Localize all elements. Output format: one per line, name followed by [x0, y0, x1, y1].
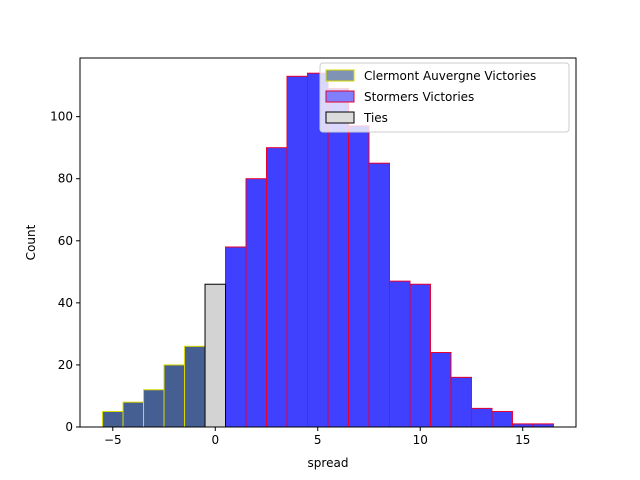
y-axis-label: Count	[24, 224, 38, 260]
legend: Clermont Auvergne Victories Stormers Vict…	[319, 62, 570, 133]
legend-label-clermont-auvergne-victories: Clermont Auvergne Victories	[364, 69, 536, 83]
bar-clermont-auvergne-victories-3	[163, 364, 186, 428]
legend-label-ties: Ties	[363, 111, 388, 125]
plot-frame	[79, 57, 577, 428]
bar-stormers-victories-11	[450, 376, 472, 428]
y-tick-label: 20	[58, 358, 73, 372]
x-axis-ticks: −5 0 5 10 15	[104, 427, 530, 447]
legend-swatch-ties	[325, 111, 355, 124]
bar-clermont-auvergne-victories-1	[122, 401, 145, 428]
x-tick-label: 10	[413, 433, 428, 447]
bar-stormers-victories-9	[409, 283, 431, 428]
bar-clermont-auvergne-victories-2	[143, 389, 165, 428]
bar-stormers-victories-5	[327, 88, 349, 428]
bar-stormers-victories-6	[347, 125, 370, 428]
bar-clermont-auvergne-victories-0	[102, 410, 124, 428]
x-axis-label: spread	[308, 456, 349, 470]
y-tick-label: 60	[58, 234, 73, 248]
bar-stormers-victories-7	[368, 162, 390, 428]
legend-swatch-clermont-auvergne-victories	[325, 69, 355, 82]
legend-label-stormers-victories: Stormers Victories	[364, 90, 474, 104]
bar-stormers-victories-8	[388, 280, 411, 428]
bar-stormers-victories-0	[225, 246, 247, 428]
bar-stormers-victories-2	[266, 147, 288, 428]
bar-stormers-victories-12	[470, 407, 493, 428]
bar-stormers-victories-13	[491, 410, 513, 428]
x-tick-label: 5	[314, 433, 322, 447]
legend-swatch-stormers-victories	[325, 90, 355, 103]
bar-ties-0	[204, 283, 227, 428]
x-tick-label: 15	[515, 433, 530, 447]
bar-stormers-victories-10	[429, 352, 452, 428]
x-tick-label: −5	[104, 433, 122, 447]
y-tick-label: 100	[50, 110, 73, 124]
x-tick-label: 0	[211, 433, 219, 447]
bar-clermont-auvergne-victories-4	[184, 345, 206, 428]
y-tick-label: 80	[58, 172, 73, 186]
y-axis-ticks: 0 20 40 60 80 100	[50, 110, 80, 434]
y-tick-label: 0	[65, 420, 73, 434]
bar-stormers-victories-1	[245, 178, 268, 428]
y-tick-label: 40	[58, 296, 73, 310]
legend-box	[319, 62, 570, 133]
bar-stormers-victories-3	[286, 75, 309, 428]
